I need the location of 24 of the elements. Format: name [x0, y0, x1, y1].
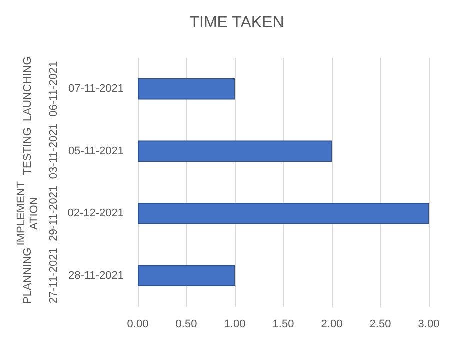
text: 27-11-2021 [48, 248, 60, 304]
bar [138, 140, 332, 162]
y-tick-label: 02-12-2021 [68, 208, 124, 220]
text: 06-11-2021 [48, 61, 60, 117]
x-tick-label: 0.00 [127, 318, 149, 330]
bar [138, 203, 429, 224]
y-tick-label: 28-11-2021 [68, 270, 124, 282]
text: IMPLEMENTATION [16, 181, 40, 246]
x-tick-label: 2.50 [370, 318, 392, 330]
text: 03-11-2021 [48, 124, 60, 180]
x-tick-label: 1.00 [224, 318, 246, 330]
x-tick-label: 3.00 [418, 318, 440, 330]
x-tick-label: 0.50 [176, 318, 198, 330]
y-tick-label: 05-11-2021 [68, 145, 124, 158]
x-tick-label: 1.50 [272, 318, 294, 330]
y-tick-label: 07-11-2021 [68, 83, 124, 96]
bar [138, 78, 235, 100]
x-tick-label: 2.00 [321, 318, 343, 330]
chart-title: TIME TAKEN [190, 14, 284, 32]
bar [138, 265, 235, 286]
text: LAUNCHING [22, 56, 34, 122]
text: PLANNING [22, 248, 34, 304]
text: TESTING [22, 128, 34, 176]
text: 29-11-2021 [48, 186, 60, 242]
